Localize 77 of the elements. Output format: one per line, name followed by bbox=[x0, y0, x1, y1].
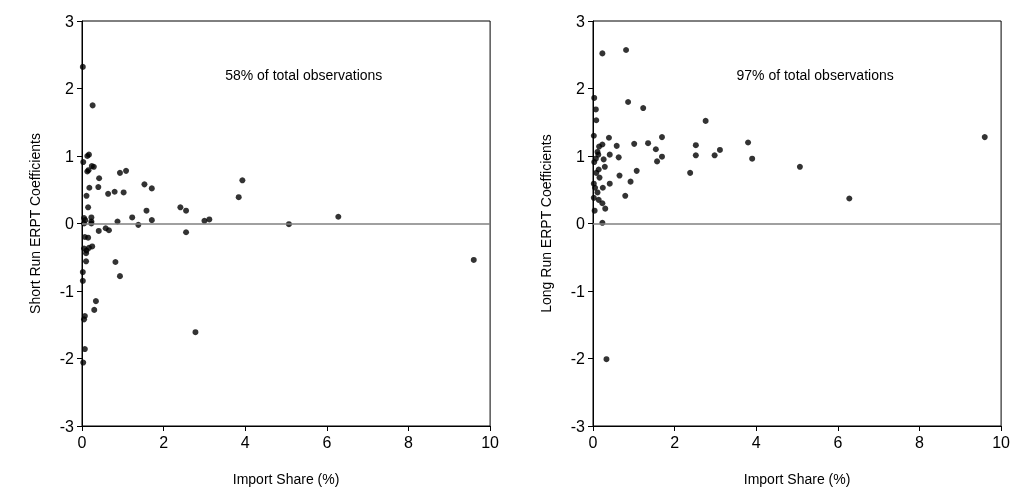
y-tick-label: 3 bbox=[65, 12, 75, 30]
point bbox=[599, 184, 606, 191]
point bbox=[591, 207, 598, 214]
point bbox=[615, 154, 622, 161]
point bbox=[640, 105, 647, 112]
x-tick-label: 6 bbox=[322, 433, 332, 451]
point bbox=[593, 117, 600, 124]
x-tick-label: 10 bbox=[481, 433, 500, 451]
y-tick-label: -1 bbox=[59, 282, 75, 300]
y-tick-label: 2 bbox=[576, 80, 586, 97]
point bbox=[654, 158, 661, 165]
point bbox=[605, 134, 612, 141]
point bbox=[592, 184, 599, 191]
point bbox=[602, 205, 609, 212]
point bbox=[633, 167, 640, 174]
y-tick-label: 2 bbox=[65, 80, 75, 97]
x-tick-label: 0 bbox=[588, 433, 598, 451]
point bbox=[613, 142, 620, 149]
point bbox=[749, 155, 756, 162]
point bbox=[692, 152, 699, 159]
point bbox=[645, 140, 652, 147]
y-tick-label: 0 bbox=[65, 215, 75, 232]
point bbox=[702, 117, 709, 124]
x-axis-title: Import Share (%) bbox=[743, 471, 851, 487]
y-tick-label: 3 bbox=[576, 12, 586, 30]
point bbox=[603, 356, 610, 363]
point bbox=[625, 99, 632, 105]
x-tick-label: 0 bbox=[77, 433, 87, 451]
x-tick-label: 8 bbox=[404, 433, 414, 451]
point bbox=[600, 156, 607, 163]
annotation: 58% of total observations bbox=[225, 67, 383, 83]
y-tick-label: 0 bbox=[576, 215, 586, 232]
x-tick-label: 2 bbox=[670, 433, 680, 451]
y-axis-title: Long Run ERPT Coefficients bbox=[538, 134, 554, 313]
point bbox=[594, 189, 601, 196]
y-tick-label: -3 bbox=[570, 417, 586, 435]
point bbox=[687, 169, 694, 176]
point bbox=[606, 151, 613, 158]
point bbox=[592, 106, 599, 113]
point bbox=[595, 196, 602, 203]
y-tick-label: 1 bbox=[65, 147, 75, 165]
point bbox=[601, 163, 608, 170]
y-tick-label: -2 bbox=[59, 350, 75, 367]
point bbox=[716, 146, 723, 153]
point bbox=[658, 153, 665, 160]
point bbox=[692, 142, 699, 149]
y-axis-title: Short Run ERPT Coefficients bbox=[27, 133, 43, 314]
point bbox=[606, 180, 613, 187]
point bbox=[981, 134, 988, 141]
x-tick-label: 4 bbox=[751, 433, 761, 451]
x-tick-label: 10 bbox=[992, 433, 1011, 451]
y-tick-label: -3 bbox=[59, 417, 75, 435]
x-axis-title: Import Share (%) bbox=[232, 471, 340, 487]
x-tick-label: 4 bbox=[240, 433, 250, 451]
x-tick-label: 6 bbox=[833, 433, 843, 451]
point bbox=[652, 146, 659, 153]
y-tick-label: -2 bbox=[570, 350, 586, 367]
point bbox=[631, 140, 638, 147]
point bbox=[599, 50, 606, 57]
point bbox=[596, 174, 603, 181]
point bbox=[711, 152, 718, 159]
point bbox=[616, 172, 623, 179]
point bbox=[590, 194, 597, 201]
x-tick-label: 2 bbox=[159, 433, 169, 451]
point bbox=[745, 139, 752, 146]
point bbox=[623, 47, 630, 54]
point bbox=[599, 200, 606, 207]
y-tick-label: -1 bbox=[570, 282, 586, 300]
y-tick-label: 1 bbox=[576, 147, 586, 165]
point bbox=[591, 94, 598, 101]
point bbox=[591, 159, 598, 166]
annotation: 97% of total observations bbox=[736, 67, 894, 83]
point bbox=[622, 192, 629, 199]
point bbox=[590, 132, 597, 139]
point bbox=[796, 163, 803, 170]
x-tick-label: 8 bbox=[915, 433, 925, 451]
point bbox=[658, 134, 665, 141]
